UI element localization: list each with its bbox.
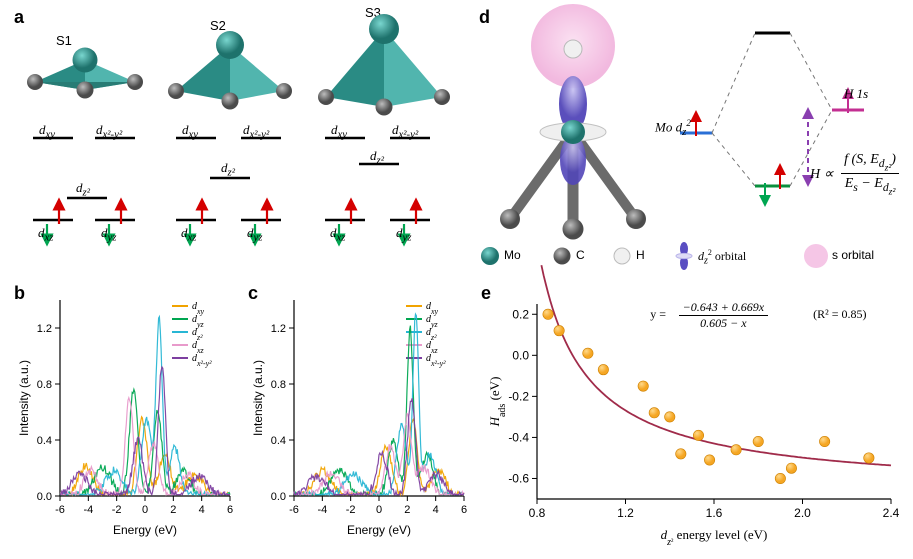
s1-dz2: dz² xyxy=(76,180,90,199)
svg-text:2.4: 2.4 xyxy=(883,506,900,520)
svg-text:0.4: 0.4 xyxy=(271,435,286,447)
s2-dxz: dxz xyxy=(181,225,197,244)
svg-text:-4: -4 xyxy=(83,504,93,516)
s3-dxz: dxz xyxy=(330,225,346,244)
svg-text:1.2: 1.2 xyxy=(271,323,286,335)
panel-a-site3-model xyxy=(312,11,457,116)
svg-text:dx²-y²: dx²-y² xyxy=(192,353,212,368)
svg-text:y =: y = xyxy=(650,307,666,321)
svg-text:-0.2: -0.2 xyxy=(508,389,529,403)
svg-text:-2: -2 xyxy=(112,504,122,516)
svg-text:dz² energy level (eV): dz² energy level (eV) xyxy=(661,527,768,548)
svg-text:-4: -4 xyxy=(317,504,327,516)
svg-text:-2: -2 xyxy=(346,504,356,516)
figure-root: d xyxy=(0,0,913,559)
svg-text:-0.4: -0.4 xyxy=(508,430,529,444)
svg-text:1.2: 1.2 xyxy=(617,506,634,520)
panel-d-legend-h: H xyxy=(636,248,645,262)
panel-label-d: d xyxy=(479,7,490,28)
svg-text:2: 2 xyxy=(404,504,410,516)
panel-e-chart: 0.8 1.2 1.6 2.0 2.4 -0.6 -0.4 -0.2 0.0 0.2 dz² ene… xyxy=(481,290,901,545)
s2-dyz: dyz xyxy=(247,225,263,244)
svg-text:dx²-y²: dx²-y² xyxy=(426,353,446,368)
svg-text:2.0: 2.0 xyxy=(794,506,811,520)
svg-text:-6: -6 xyxy=(55,504,65,516)
svg-text:0.8: 0.8 xyxy=(529,506,546,520)
s1-dx2y2: dx²-y² xyxy=(96,122,122,141)
s3-dyz: dyz xyxy=(396,225,412,244)
svg-text:2: 2 xyxy=(170,504,176,516)
panel-d-legend-dz2: dz2 orbital xyxy=(698,248,746,266)
s2-dx2y2: dx²-y² xyxy=(243,122,269,141)
s2-dz2: dz² xyxy=(221,160,235,179)
panel-c-chart: -6 -4 -2 0 2 4 6 0.0 0.4 0.8 1.2 Energy (eV) Intensi… xyxy=(248,290,470,540)
svg-text:-0.6: -0.6 xyxy=(508,471,529,485)
s3-dxy: dxy xyxy=(331,122,347,141)
svg-text:6: 6 xyxy=(461,504,467,516)
svg-text:Energy (eV): Energy (eV) xyxy=(113,523,177,537)
svg-text:4: 4 xyxy=(199,504,205,516)
svg-text:6: 6 xyxy=(227,504,233,516)
panel-d-legend-mo: Mo xyxy=(504,248,521,262)
panel-d-h-label: H 1s xyxy=(844,86,868,102)
svg-text:0.8: 0.8 xyxy=(37,379,52,391)
s1-dxy: dxy xyxy=(39,122,55,141)
s1-dxz: dxz xyxy=(38,225,54,244)
svg-text:Energy (eV): Energy (eV) xyxy=(347,523,411,537)
svg-text:0.2: 0.2 xyxy=(512,307,529,321)
panel-d-legend-c: C xyxy=(576,248,585,262)
panel-d-orbital-schematic xyxy=(490,4,665,239)
panel-b-chart: -6 -4 -2 0 2 4 6 0.0 0.4 0.8 1.2 Energy (eV) Intensi… xyxy=(14,290,236,540)
svg-text:0.8: 0.8 xyxy=(271,379,286,391)
svg-text:0.0: 0.0 xyxy=(512,348,529,362)
panel-label-a: a xyxy=(14,7,24,28)
s3-dz2: dz² xyxy=(370,148,384,167)
s1-dyz: dyz xyxy=(101,225,117,244)
svg-text:Hads (eV): Hads (eV) xyxy=(487,377,508,428)
s3-dx2y2: dx²-y² xyxy=(392,122,418,141)
svg-text:Intensity (a.u.): Intensity (a.u.) xyxy=(17,360,31,436)
panel-a-site2-model xyxy=(163,27,298,112)
svg-text:0: 0 xyxy=(376,504,382,516)
svg-text:0.0: 0.0 xyxy=(271,491,286,503)
panel-a-site1-model xyxy=(23,44,148,104)
svg-text:Intensity (a.u.): Intensity (a.u.) xyxy=(251,360,265,436)
svg-text:1.2: 1.2 xyxy=(37,323,52,335)
svg-text:-6: -6 xyxy=(289,504,299,516)
svg-text:(R² = 0.85): (R² = 0.85) xyxy=(813,307,866,321)
s2-dxy: dxy xyxy=(182,122,198,141)
svg-text:0: 0 xyxy=(142,504,148,516)
svg-text:0.0: 0.0 xyxy=(37,491,52,503)
svg-text:1.6: 1.6 xyxy=(706,506,723,520)
panel-d-legend-s: s orbital xyxy=(832,248,874,262)
svg-text:4: 4 xyxy=(433,504,439,516)
svg-text:0.4: 0.4 xyxy=(37,435,52,447)
panel-d-mo-label: Mo dz2 xyxy=(655,118,691,138)
panel-d-eq: H ∝ f (S, Edz²) Es − Edz² xyxy=(810,152,910,197)
